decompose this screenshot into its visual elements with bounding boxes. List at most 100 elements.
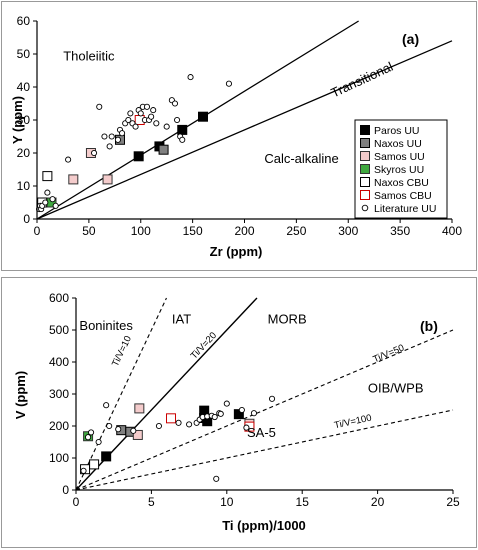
chart-b-point-literature-uu [243,424,250,431]
chart-a-y-tick-label: 10 [17,179,31,193]
chart-b-field-morb: MORB [268,312,307,327]
chart-b-point-paros-uu [101,451,112,462]
chart-b-point-literature-uu [80,467,87,474]
chart-b-axes: 0 5 10 15 20 25 0 100 200 300 400 500 600 [49,291,460,509]
chart-b-panel-label: (b) [420,318,438,334]
chart-b-field-iat: IAT [172,312,191,327]
chart-b-y-tick-label: 200 [49,419,69,433]
chart-b-ratio-line-ti-v-50 [75,329,454,491]
chart-b-point-literature-uu [103,402,110,409]
chart-a-field-calc-alkaline: Calc-alkaline [264,151,338,166]
chart-a-x-tick-label: 100 [131,224,151,238]
chart-a-legend-marker-naxos-cbu [360,177,370,187]
chart-b-y-tick-label: 500 [49,323,69,337]
chart-a-point-literature-uu [101,133,108,140]
chart-a-x-tick-label: 50 [82,224,96,238]
chart-b-x-tick-label: 0 [73,495,80,509]
chart-b-point-literature-uu [115,426,122,433]
chart-b-x-tick-label: 5 [148,495,155,509]
chart-a-point-literature-uu [225,80,232,87]
chart-a-x-tick-label: 300 [338,224,358,238]
chart-a-legend-label-skyros-uu: Skyros UU [374,164,424,176]
chart-a-legend-box [354,119,448,219]
chart-a-point-literature-uu [150,107,157,114]
chart-a-y-tick-label: 20 [17,146,31,160]
chart-a-point-literature-uu [49,196,56,203]
chart-a-x-tick-label: 400 [442,224,462,238]
chart-a-point-literature-uu [153,120,160,127]
chart-b-points [80,395,276,482]
chart-a-point-literature-uu [132,123,139,130]
chart-b-y-tick-label: 0 [62,483,69,497]
chart-a-legend-marker-literature-uu [361,204,369,212]
chart-a-axes: 0 50 100 150 200 250 300 350 400 0 10 20 30 40 50 60 [17,14,463,238]
chart-b-field-boninites: Boninites [79,318,133,333]
chart-a-legend-marker-samos-cbu [360,190,370,200]
chart-b-point-samos-cbu [166,413,177,424]
chart-a-legend-label-samos-uu: Samos UU [374,151,425,163]
chart-b-point-literature-uu [85,434,92,441]
chart-a-panel-label: (a) [402,31,419,47]
chart-b-ratio-line-ti-v-100 [75,409,454,491]
chart-b-point-samos-uu [134,403,145,414]
chart-a-y-tick-label: 0 [23,212,30,226]
chart-a-field-tholeiitic: Tholeiitic [63,49,115,64]
chart-a-x-tick-label: 200 [234,224,254,238]
chart-a-point-literature-uu [65,156,72,163]
chart-a-point-literature-uu [174,116,181,124]
chart-a-legend-marker-naxos-uu [360,138,370,148]
chart-a-point-naxos-uu [158,144,169,155]
chart-b-point-literature-uu [238,406,245,414]
chart-b-point-literature-uu [217,410,224,417]
chart-a-point-literature-uu [106,143,113,150]
chart-a-point-literature-uu [114,136,121,143]
chart-b-xlabel: Ti (ppm)/1000 [222,518,306,533]
chart-a-point-paros-uu [198,111,208,122]
chart-b-x-tick-label: 10 [220,495,234,509]
chart-a-legend-label-samos-cbu: Samos CBU [374,190,432,202]
chart-a-legend-marker-samos-uu [360,151,370,161]
chart-b-point-naxos-cbu [89,459,100,470]
chart-b-point-literature-uu [95,438,102,446]
chart-a-point-samos-uu [68,174,79,185]
chart-a-x-tick-label: 150 [183,224,203,238]
chart-b-point-literature-uu [268,395,276,402]
chart-a-legend-label-literature-uu: Literature UU [374,203,436,215]
chart-b-point-literature-uu [250,410,257,417]
chart-b-x-tick-label: 25 [446,495,460,509]
chart-b-y-tick-label: 400 [49,355,69,369]
chart-a-ylabel: Y (ppm) [10,96,25,144]
chart-a-y-tick-label: 60 [17,14,31,28]
chart-a-point-literature-uu [91,149,98,157]
chart-b-field-sa-5: SA-5 [247,425,276,440]
chart-a-point-literature-uu [187,74,194,81]
chart-a-y-tick-label: 50 [17,47,31,61]
chart-a-point-literature-uu [108,133,115,140]
chart-a-point-literature-uu [143,103,151,110]
chart-a-point-samos-uu [102,174,113,185]
chart-a-y-tick-label: 30 [17,113,31,127]
chart-a-point-literature-uu [171,100,179,107]
chart-a-point-literature-uu [44,189,51,196]
chart-a-point-literature-uu [125,116,132,124]
chart-a-point-literature-uu [42,199,49,206]
chart-b-point-literature-uu [223,400,230,407]
chart-a-points [36,74,232,213]
chart-a-y-tick-label: 40 [17,80,31,94]
chart-a-point-literature-uu [163,123,170,130]
chart-a-legend-label-naxos-cbu: Naxos CBU [374,177,429,189]
chart-b-point-literature-uu [175,419,182,426]
chart-a-point-literature-uu [179,136,186,143]
chart-a-boundary-line-2 [36,40,453,220]
chart-a-legend-marker-skyros-uu [360,164,370,174]
chart-a-lines [36,20,453,220]
chart-a-legend-label-naxos-uu: Naxos UU [374,138,422,150]
chart-b-ylabel: V (ppm) [13,371,28,419]
chart-a-xlabel: Zr (ppm) [210,244,263,259]
chart-b-point-literature-uu [155,422,162,430]
chart-a-point-paros-uu [133,151,144,162]
chart-a-point-literature-uu [137,110,144,117]
chart-a-boundary-line-1 [36,20,359,220]
